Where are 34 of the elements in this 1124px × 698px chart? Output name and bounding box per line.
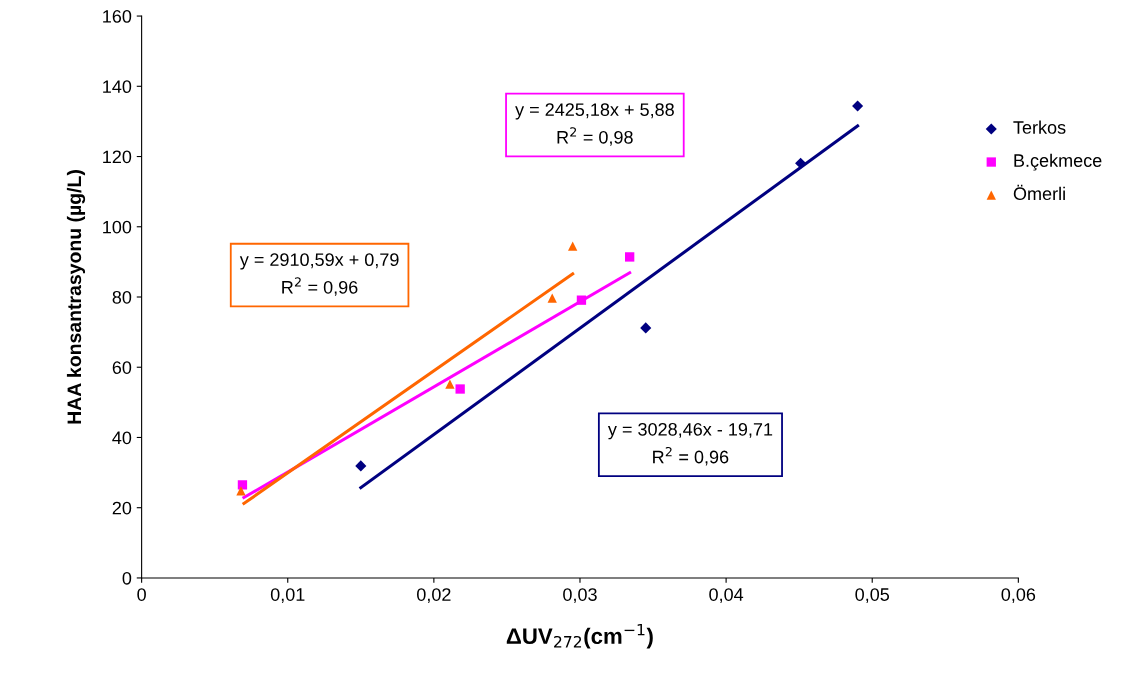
y-tick-label: 160 [103, 9, 132, 23]
x-tick-label: 0,01 [270, 588, 305, 604]
point [455, 384, 465, 394]
point [547, 293, 557, 303]
legend-label: B.çekmece [1014, 153, 1102, 171]
y-tick-label: 40 [112, 431, 132, 445]
x-tick-label: 0 [137, 588, 146, 601]
point [355, 460, 367, 472]
annotation: y = 2910,59x + 0,79 R$^{2}$ = 0,96 [239, 253, 399, 296]
y-tick-label: 140 [103, 80, 132, 94]
annotation: y = 2425,18x + 5,88 R$^{2}$ = 0,98 [515, 103, 674, 146]
point [852, 100, 864, 112]
point [236, 486, 246, 496]
y-tick-label: 60 [112, 361, 132, 374]
point [640, 322, 652, 334]
point [576, 295, 587, 305]
legend-label: Ömerli [1013, 184, 1065, 201]
annotation: y = 3028,46x - 19,71 R$^{2}$ = 0,96 [607, 422, 773, 466]
x-tick-label: 0,02 [417, 588, 451, 604]
point [445, 379, 455, 389]
x-axis-title: ΔUV$_{272}$(cm$^{−1}$) [506, 623, 653, 649]
y-tick-label: 80 [112, 290, 132, 304]
legend-label: Terkos [1013, 120, 1066, 134]
y-axis-title: HAA konsantrasyonu (µg/L) [66, 170, 86, 424]
x-tick-label: 0,03 [563, 588, 597, 604]
y-tick-label: 0 [122, 571, 132, 585]
point [625, 252, 635, 262]
x-tick-label: 0,04 [709, 588, 744, 604]
y-tick-label: 20 [112, 501, 132, 515]
point [568, 241, 578, 251]
y-tick-label: 120 [103, 150, 132, 164]
x-tick-label: 0,05 [855, 588, 890, 604]
y-tick-label: 100 [103, 220, 132, 234]
x-tick-label: 0,06 [1001, 588, 1036, 604]
